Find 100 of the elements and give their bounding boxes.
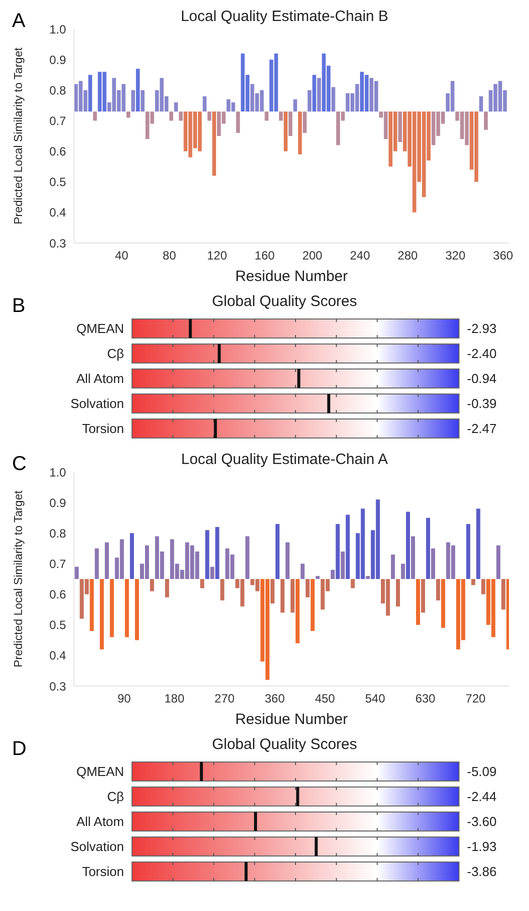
x-tick-label: 200 bbox=[302, 248, 323, 263]
text: D bbox=[12, 738, 26, 761]
bar bbox=[411, 536, 416, 579]
x-tick-label: 240 bbox=[350, 248, 370, 263]
data-label: -2.93 bbox=[467, 321, 497, 336]
x-tick-label: 720 bbox=[466, 692, 486, 706]
bar bbox=[479, 96, 484, 112]
y-tick-label: 0.9 bbox=[49, 52, 66, 67]
bar bbox=[317, 78, 321, 112]
x-tick-label: 40 bbox=[114, 248, 129, 263]
bar bbox=[501, 579, 506, 610]
chart-title: Local Quality Estimate-Chain A bbox=[181, 451, 388, 468]
category-label: Cβ bbox=[107, 789, 124, 804]
bar bbox=[286, 542, 290, 579]
bar bbox=[308, 90, 312, 112]
bar bbox=[278, 112, 283, 121]
bar bbox=[316, 576, 320, 579]
bar bbox=[310, 579, 315, 631]
bar bbox=[205, 530, 210, 579]
x-tick-label: 280 bbox=[398, 248, 418, 263]
bar bbox=[476, 508, 480, 579]
data-label: -2.44 bbox=[467, 789, 497, 804]
y-tick-label: 0.6 bbox=[49, 588, 66, 602]
y-tick-label: 0.4 bbox=[49, 206, 66, 220]
bar bbox=[174, 102, 178, 112]
y-tick-label: 0.6 bbox=[49, 144, 66, 159]
bar bbox=[275, 524, 280, 579]
bar bbox=[396, 579, 400, 607]
bar bbox=[350, 579, 355, 588]
category-label: Torsion bbox=[82, 864, 124, 880]
bar bbox=[331, 87, 336, 112]
y-tick-label: 0.3 bbox=[49, 679, 66, 694]
category-label: Solvation bbox=[70, 839, 124, 854]
bar bbox=[215, 527, 220, 579]
category-label: Torsion bbox=[82, 421, 124, 436]
bar bbox=[426, 518, 430, 579]
bar bbox=[290, 579, 295, 613]
x-tick-label: 120 bbox=[207, 248, 228, 263]
bar bbox=[130, 533, 134, 579]
x-tick-label: 360 bbox=[493, 248, 514, 263]
data-label: -0.94 bbox=[467, 371, 497, 386]
bar bbox=[74, 566, 79, 579]
bar bbox=[284, 112, 288, 152]
category-label: QMEAN bbox=[76, 764, 124, 780]
bar bbox=[466, 524, 470, 579]
y-tick-label: 0.8 bbox=[49, 526, 66, 540]
bar bbox=[220, 579, 224, 600]
bar bbox=[346, 514, 350, 579]
bar bbox=[264, 112, 268, 121]
x-tick-label: 320 bbox=[445, 248, 466, 263]
data-label: -5.09 bbox=[467, 764, 497, 780]
bar bbox=[124, 579, 129, 638]
category-label: All Atom bbox=[76, 814, 124, 830]
bar bbox=[169, 112, 174, 121]
bar bbox=[93, 112, 97, 121]
data-label: -3.60 bbox=[467, 814, 497, 830]
bar bbox=[496, 545, 500, 579]
x-axis-title: Residue Number bbox=[235, 711, 348, 728]
y-axis-title: Predicted Local Similarity to Target bbox=[13, 46, 26, 224]
x-axis-title: Residue Number bbox=[235, 268, 348, 285]
y-tick-label: 0.8 bbox=[49, 83, 66, 98]
bar bbox=[140, 90, 145, 112]
y-tick-label: 0.7 bbox=[49, 556, 66, 571]
bar bbox=[104, 542, 109, 579]
x-tick-label: 180 bbox=[164, 692, 185, 706]
text: Global Quality Scores bbox=[212, 293, 358, 310]
bar bbox=[131, 90, 136, 112]
bar bbox=[100, 579, 104, 650]
data-label: -0.39 bbox=[467, 396, 497, 412]
bar bbox=[110, 579, 114, 638]
bar bbox=[280, 579, 285, 613]
bar bbox=[270, 579, 274, 604]
category-label: Cβ bbox=[107, 346, 124, 362]
bar bbox=[150, 579, 154, 592]
y-tick-label: 0.9 bbox=[49, 496, 66, 510]
x-tick-label: 540 bbox=[365, 692, 386, 706]
bar bbox=[400, 564, 405, 579]
bar bbox=[288, 112, 292, 136]
data-label: -1.93 bbox=[467, 839, 497, 854]
bar bbox=[298, 112, 302, 154]
bar bbox=[506, 579, 509, 650]
bar bbox=[340, 551, 345, 579]
category-label: All Atom bbox=[76, 371, 124, 386]
y-tick-label: 1.0 bbox=[49, 22, 66, 36]
chart-title: Local Quality Estimate-Chain B bbox=[180, 8, 388, 25]
y-tick-label: 0.5 bbox=[49, 175, 66, 190]
x-tick-label: 630 bbox=[415, 692, 436, 706]
bar bbox=[436, 579, 440, 600]
bar bbox=[212, 112, 216, 176]
bar bbox=[236, 112, 240, 133]
x-tick-label: 160 bbox=[254, 248, 276, 263]
bar bbox=[210, 566, 214, 579]
bar bbox=[406, 512, 410, 579]
bar bbox=[207, 112, 212, 121]
y-tick-label: 0.5 bbox=[49, 618, 66, 632]
text: B bbox=[12, 295, 26, 318]
bar bbox=[330, 570, 335, 579]
bar bbox=[296, 579, 300, 644]
x-tick-label: 80 bbox=[162, 248, 176, 263]
bar bbox=[126, 112, 130, 118]
